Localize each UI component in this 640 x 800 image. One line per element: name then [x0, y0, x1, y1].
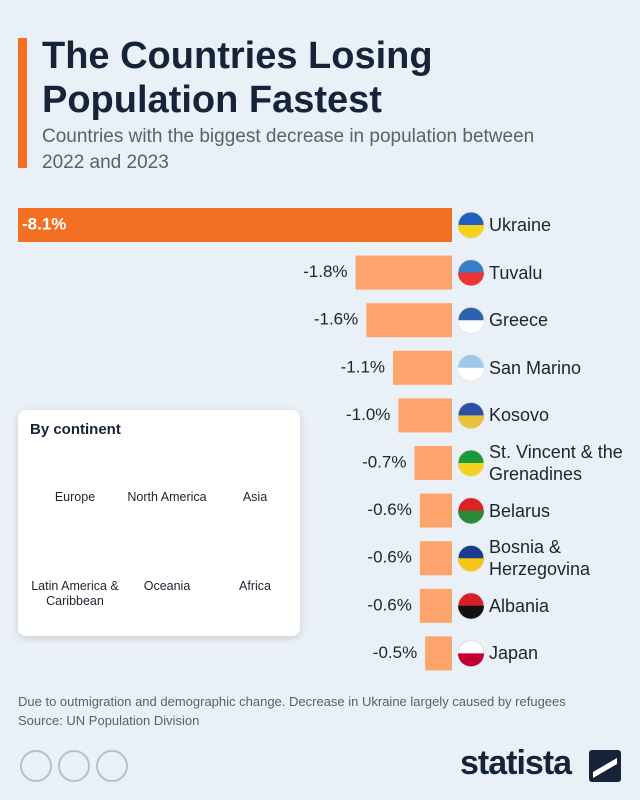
bar [414, 446, 452, 480]
category-label: Greece [489, 310, 549, 331]
value-label: -1.1% [341, 357, 385, 376]
category-label: Africa [239, 579, 271, 593]
value-label: -0.7% [362, 452, 406, 471]
category-label: Belarus [489, 500, 551, 521]
cc-icons [20, 750, 128, 782]
bar [419, 588, 452, 623]
inset-title: By continent [30, 421, 121, 438]
flag [458, 510, 484, 524]
bar [393, 350, 452, 385]
flag [458, 415, 484, 429]
bar [398, 398, 452, 433]
category-label: Oceania [143, 579, 191, 593]
value-label: -0.5% [373, 643, 417, 662]
bar [366, 303, 452, 338]
title: The Countries Losing Population Fastest [42, 35, 433, 121]
title-accent [18, 38, 27, 168]
category-label: North America [127, 490, 207, 504]
bar [355, 255, 452, 290]
bar [419, 541, 452, 576]
category-label: Ukraine [489, 215, 552, 235]
category-label: San Marino [489, 357, 582, 378]
subtitle: Countries with the biggest decrease in p… [42, 126, 535, 173]
value-label: -8.1% [22, 214, 66, 233]
category-label: Bosnia & Herzegovina [489, 537, 591, 580]
inset-panel [18, 410, 300, 636]
value-label: -1.8% [303, 262, 347, 281]
category-label: Latin America & Caribbean [31, 579, 119, 608]
flag [458, 272, 484, 286]
category-label: Europe [54, 490, 96, 504]
note: Due to outmigration and demographic chan… [18, 694, 566, 709]
category-label: St. Vincent & the Grenadines [489, 442, 623, 484]
category-label: Kosovo [489, 405, 550, 426]
value-label: -0.6% [367, 548, 411, 567]
flag [458, 558, 484, 572]
flag [458, 605, 484, 619]
bar [18, 208, 452, 242]
category-label: Albania [489, 595, 550, 616]
value-label: -1.6% [314, 310, 358, 329]
value-label: -1.0% [346, 405, 390, 424]
source: Source: UN Population Division [18, 713, 200, 728]
brand-icon [589, 750, 621, 782]
bar [425, 636, 452, 671]
category-label: Tuvalu [489, 262, 543, 283]
value-label: -0.6% [367, 500, 411, 519]
flag [458, 225, 484, 238]
category-label: Asia [242, 490, 268, 504]
category-label: Japan [489, 643, 539, 664]
flag [458, 463, 484, 476]
bar [419, 493, 452, 528]
brand: statista [460, 744, 572, 782]
flag [458, 367, 484, 381]
value-label: -0.6% [367, 595, 411, 614]
flag [458, 320, 484, 334]
flag [458, 653, 484, 667]
